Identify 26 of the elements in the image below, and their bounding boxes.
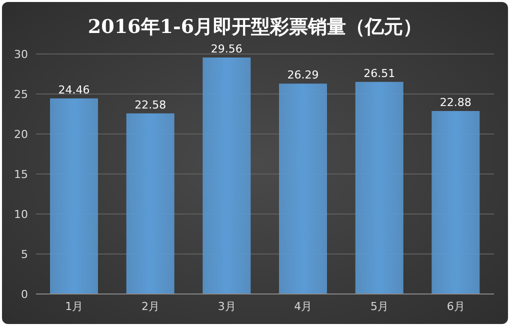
y-tick-label: 20 [14,128,28,141]
data-label: 22.88 [440,96,472,109]
data-label: 26.51 [364,66,396,80]
y-tick-label: 15 [14,168,28,181]
x-tick-label: 1月 [65,300,84,313]
y-tick-label: 25 [14,88,28,101]
bar [432,110,480,294]
data-label: 22.58 [134,98,166,112]
x-tick-label: 6月 [446,300,465,313]
data-label: 29.56 [210,42,242,56]
chart-title: 2016年1-6月即开型彩票销量（亿元） [86,15,424,40]
y-tick-label: 30 [14,48,28,61]
bar [355,82,404,294]
bar [126,113,174,294]
x-tick-label: 3月 [218,300,236,313]
y-tick-label: 10 [14,208,28,221]
x-tick-label: 5月 [370,300,388,313]
y-tick-label: 5 [21,248,28,261]
bar [50,98,98,294]
x-tick-label: 2月 [142,300,160,313]
y-tick-label: 0 [21,288,28,301]
data-label: 24.46 [58,83,90,96]
x-tick-label: 4月 [294,300,312,313]
bar [279,84,327,294]
data-label: 26.29 [287,68,319,82]
bar [202,58,251,294]
